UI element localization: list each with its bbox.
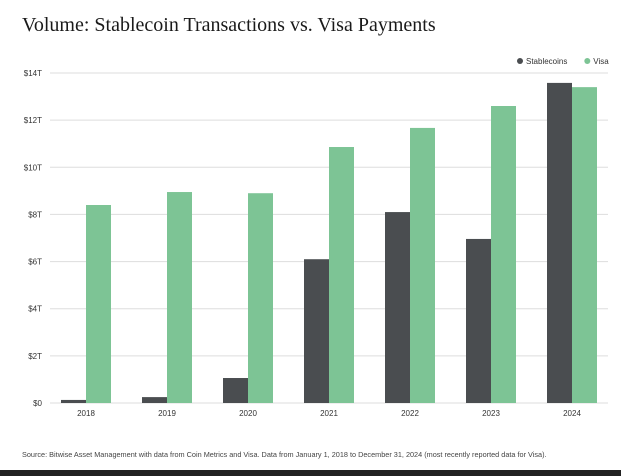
bar-visa-2021: [329, 147, 354, 403]
bar-visa-2023: [491, 106, 516, 403]
x-tick-label: 2020: [239, 409, 257, 418]
y-tick-label: $14T: [24, 69, 42, 78]
bar-visa-2020: [248, 193, 273, 403]
y-tick-label: $6T: [28, 258, 42, 267]
y-tick-label: $10T: [24, 163, 42, 172]
y-tick-label: $8T: [28, 210, 42, 219]
y-tick-label: $0: [33, 399, 42, 408]
x-tick-label: 2024: [563, 409, 581, 418]
x-tick-label: 2018: [77, 409, 95, 418]
bar-visa-2024: [572, 87, 597, 404]
bar-stablecoins-2021: [304, 259, 329, 403]
source-note: Source: Bitwise Asset Management with da…: [22, 450, 547, 459]
x-tick-label: 2022: [401, 409, 419, 418]
x-tick-label: 2023: [482, 409, 500, 418]
y-tick-label: $4T: [28, 305, 42, 314]
legend-marker-visa: [584, 58, 591, 64]
y-tick-label: $2T: [28, 352, 42, 361]
legend-label-visa: Visa: [593, 57, 609, 66]
bar-stablecoins-2020: [223, 378, 248, 403]
chart-title: Volume: Stablecoin Transactions vs. Visa…: [22, 14, 436, 36]
bottom-border: [0, 470, 621, 476]
bar-stablecoins-2023: [466, 238, 491, 403]
bar-stablecoins-2019: [142, 397, 167, 403]
x-tick-label: 2019: [158, 409, 176, 418]
x-tick-label: 2021: [320, 409, 338, 418]
bar-stablecoins-2024: [547, 82, 572, 404]
legend-marker-stablecoins: [517, 58, 523, 64]
bar-stablecoins-2018: [61, 399, 86, 403]
y-tick-label: $12T: [24, 116, 42, 125]
legend-label-stablecoins: Stablecoins: [526, 57, 567, 66]
bar-visa-2022: [410, 127, 435, 404]
bar-stablecoins-2022: [385, 212, 410, 403]
bar-chart: $0 $2T $4T $6T $8T $10T $12T $14T 2018 2019 2020 20…: [24, 57, 610, 418]
bar-visa-2019: [167, 192, 192, 403]
bar-visa-2018: [86, 205, 111, 403]
